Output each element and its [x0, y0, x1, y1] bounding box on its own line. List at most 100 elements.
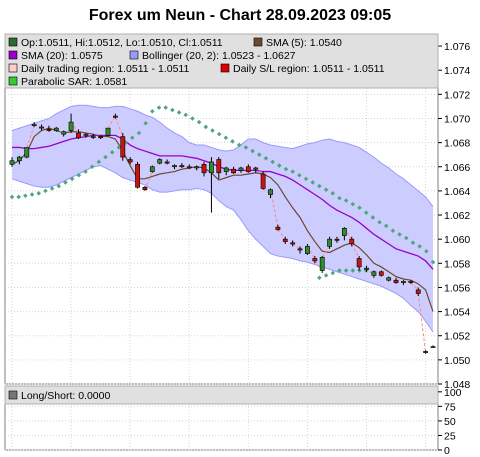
parabolic-sar [9, 105, 436, 281]
sar-dot [63, 180, 68, 185]
legend-label: Daily S/L region: 1.0511 - 1.0511 [233, 63, 385, 75]
legend-label: Parabolic SAR: 1.0581 [21, 76, 127, 88]
candle-body [386, 277, 392, 281]
legend-swatch [129, 50, 139, 60]
candle-body [245, 166, 251, 172]
y-tick-label: 1.060 [444, 234, 470, 246]
candle-body [135, 164, 140, 188]
sar-dot [317, 275, 322, 281]
candle-body [39, 126, 44, 129]
sar-dot [290, 169, 295, 174]
candle-body [356, 258, 362, 268]
candle-body [341, 228, 347, 236]
candle-body [113, 115, 118, 118]
price-axis: 1.076 1.074 1.072 1.070 1.068 1.066 1.064 1.062… [438, 41, 470, 391]
candle-body [164, 161, 170, 164]
candle-body [201, 164, 207, 174]
candle-body [393, 279, 399, 283]
legend-label: Op:1.0511, Hi:1.0512, Lo:1.0510, Cl:1.05… [21, 37, 223, 49]
y-tick-label: 1.066 [444, 162, 470, 174]
gap-connector [26, 125, 35, 148]
sar-dot [83, 169, 88, 174]
sar-dot [337, 195, 342, 201]
y-tick-label: 1.052 [444, 331, 470, 343]
lower-axis: 100 75 50 25 0 [438, 387, 462, 457]
sar-dot [430, 259, 436, 265]
sar-dot [89, 164, 95, 170]
candle-body [24, 147, 30, 158]
y-tick-label: 1.072 [444, 89, 470, 101]
y-tick-label: 1.056 [444, 282, 470, 294]
candle-body [290, 242, 296, 245]
sar-dot [383, 223, 389, 229]
candle-body [231, 168, 236, 174]
candle-body [98, 136, 104, 139]
price-legend-box [4, 33, 439, 89]
y-tick-label: 1.076 [444, 41, 470, 53]
legend-swatch [8, 37, 18, 47]
candle-body [415, 289, 421, 294]
sar-dot [370, 215, 376, 220]
y-tick-label: 1.074 [444, 65, 470, 77]
candle-body [282, 238, 288, 242]
chart-title: Forex um Neun - Chart 28.09.2023 09:05 [89, 7, 391, 24]
candle-body [186, 166, 192, 169]
candle-body [16, 156, 22, 162]
sar-dot [116, 145, 122, 150]
candle-body [216, 159, 222, 174]
candle-body [423, 351, 429, 353]
bollinger-upper-line [11, 104, 434, 207]
sar-dot [323, 273, 329, 278]
legend-swatch [8, 76, 18, 86]
candle-body [223, 167, 229, 172]
sar-dot [404, 235, 409, 241]
candle-body [378, 271, 384, 276]
legend-swatch [8, 63, 18, 73]
y-tick-label: 1.054 [444, 307, 470, 319]
candle-body [53, 127, 59, 131]
candle-body [312, 258, 318, 262]
candle-body [238, 167, 244, 171]
candle-body [319, 256, 325, 271]
candle-body [253, 167, 259, 170]
y-tick-label: 50 [444, 416, 456, 428]
sar-dot [69, 176, 75, 182]
gap-connector [410, 282, 419, 291]
y-tick-label: 1.064 [444, 186, 470, 198]
candle-body [68, 121, 74, 131]
candle-body [260, 173, 266, 189]
legend-label: Bollinger (20, 2): 1.0523 - 1.0627 [142, 50, 296, 62]
sar-dot [150, 108, 155, 114]
gap-connector [144, 171, 153, 190]
sar-dot [283, 166, 289, 172]
sar-dot [330, 270, 336, 276]
gap-connector [351, 243, 360, 259]
candle-body [297, 248, 303, 251]
candle-body [209, 161, 214, 174]
y-tick-label: 100 [444, 387, 462, 399]
candle-body [46, 129, 52, 131]
bollinger-lower-line [11, 165, 434, 333]
sar-dot [109, 150, 115, 155]
candle-body [334, 238, 340, 241]
sar-dot [363, 210, 369, 215]
gap-connector [107, 115, 116, 129]
sar-dot [310, 180, 315, 185]
candle-body [364, 267, 369, 270]
candle-body [120, 136, 126, 158]
candle-body [9, 160, 15, 165]
candle-body [194, 166, 200, 169]
candle-body [83, 133, 89, 136]
y-tick-label: 1.050 [444, 355, 470, 367]
candle-body [61, 131, 67, 135]
candle-body [408, 281, 414, 283]
sar-dot [163, 105, 168, 110]
candle-body [430, 346, 436, 348]
sar-dot [343, 268, 349, 273]
bollinger-band [11, 104, 434, 333]
y-tick-label: 25 [444, 430, 456, 442]
candle-body [157, 159, 163, 164]
sar-dot [76, 172, 82, 178]
y-tick-label: 1.062 [444, 210, 470, 222]
